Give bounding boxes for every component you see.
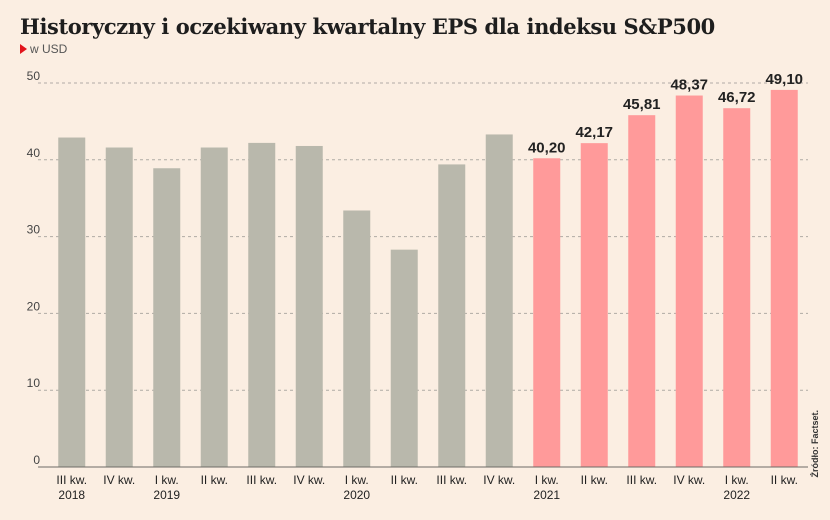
bar <box>533 158 561 467</box>
y-tick-label: 20 <box>27 299 41 313</box>
unit-label: w USD <box>30 42 68 56</box>
x-tick-year-label: 2018 <box>58 488 85 502</box>
x-tick-label: III kw. <box>626 473 657 487</box>
bar <box>105 147 133 467</box>
bar <box>485 134 513 467</box>
data-label: 42,17 <box>575 124 613 141</box>
data-label: 40,20 <box>528 139 566 156</box>
chart-subtitle: w USD <box>20 42 67 56</box>
source-note: Źródło: Factset. <box>810 410 820 478</box>
x-tick-label: II kw. <box>201 473 228 487</box>
x-tick-label: II kw. <box>771 473 798 487</box>
bar <box>153 168 181 468</box>
y-tick-label: 40 <box>27 146 41 160</box>
bar <box>343 210 371 467</box>
bar <box>248 142 276 468</box>
y-tick-label: 50 <box>27 69 41 83</box>
x-tick-label: I kw. <box>155 473 179 487</box>
x-tick-label: IV kw. <box>673 473 705 487</box>
x-tick-label: IV kw. <box>103 473 135 487</box>
x-tick-label: II kw. <box>391 473 418 487</box>
x-tick-label: IV kw. <box>483 473 515 487</box>
data-label: 48,37 <box>670 77 708 94</box>
x-tick-label: I kw. <box>535 473 559 487</box>
x-tick-label: I kw. <box>345 473 369 487</box>
bar <box>675 95 703 467</box>
bar <box>628 115 656 467</box>
x-tick-label: III kw. <box>436 473 467 487</box>
x-tick-year-label: 2022 <box>723 488 750 502</box>
bar <box>390 249 418 467</box>
x-tick-label: II kw. <box>581 473 608 487</box>
data-label: 45,81 <box>623 96 661 113</box>
bar <box>438 164 466 467</box>
chart-title: Historyczny i oczekiwany kwartalny EPS d… <box>20 14 715 39</box>
x-tick-label: III kw. <box>246 473 277 487</box>
x-tick-label: IV kw. <box>293 473 325 487</box>
bar <box>295 145 323 467</box>
y-tick-label: 30 <box>27 223 41 237</box>
bar <box>723 108 751 467</box>
x-tick-label: I kw. <box>725 473 749 487</box>
y-tick-label: 0 <box>33 453 40 467</box>
x-tick-year-label: 2020 <box>343 488 370 502</box>
y-tick-label: 10 <box>27 376 41 390</box>
x-tick-label: III kw. <box>56 473 87 487</box>
x-tick-year-label: 2019 <box>153 488 180 502</box>
data-label: 46,72 <box>718 89 756 106</box>
data-label: 49,10 <box>765 71 803 88</box>
x-tick-year-label: 2021 <box>533 488 560 502</box>
red-triangle-icon <box>20 44 27 54</box>
bar <box>200 147 228 467</box>
bar <box>580 143 608 467</box>
bar <box>58 137 86 467</box>
bar <box>770 89 798 468</box>
